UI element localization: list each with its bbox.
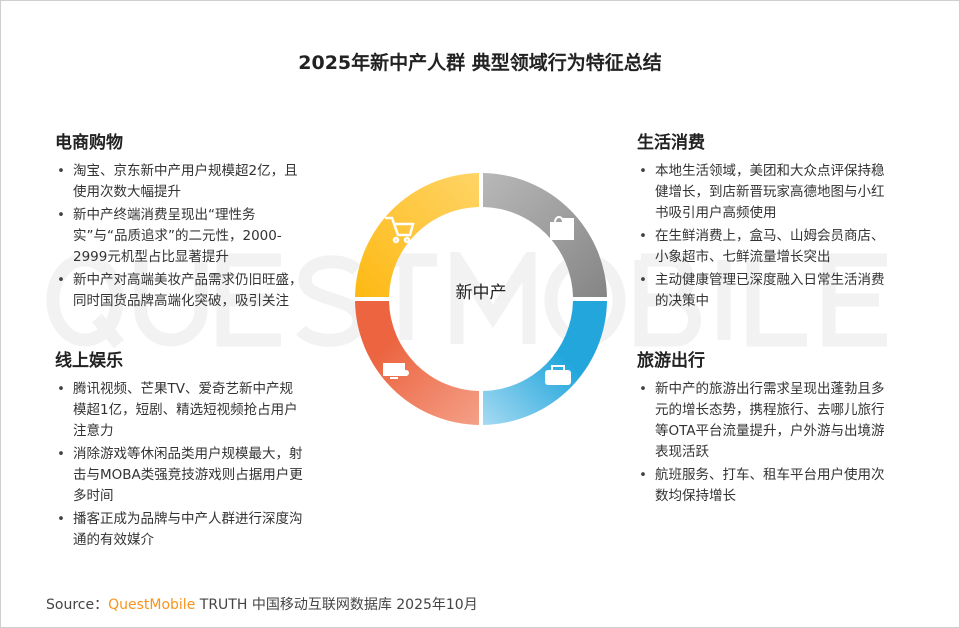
section-heading: 旅游出行 [637,351,705,371]
ring-segment-ecommerce [355,173,479,297]
page-title: 2025年新中产人群 典型领域行为特征总结 [298,52,662,74]
list-item: 航班服务、打车、租车平台用户使用次数均保持增长 [637,465,887,507]
list-item: 新中产对高端美妆产品需求仍旧旺盛，同时国货品牌高端化突破，吸引关注 [55,270,305,312]
list-item: 淘宝、京东新中产用户规模超2亿，且使用次数大幅提升 [55,161,305,203]
source-brand: QuestMobile [108,597,196,613]
section-travel: 旅游出行 新中产的旅游出行需求呈现出蓬勃且多元的增长态势，携程旅行、去哪儿旅行等… [637,346,887,509]
list-item: 新中产终端消费呈现出“理性务实”与“品质追求”的二元性，2000-2999元机型… [55,205,305,268]
list-item: 主动健康管理已深度融入日常生活消费的决策中 [637,270,887,312]
ring-segment-local-life [483,173,607,297]
source-note: Source：QuestMobile TRUTH 中国移动互联网数据库 2025… [46,594,478,614]
shopping-bags-icon [550,216,574,240]
section-heading: 生活消费 [637,133,705,153]
source-label: Source： [46,597,109,613]
ring-segment-entertainment [355,301,479,425]
category-ring [355,173,607,425]
suitcase-icon [545,365,571,385]
section-local-life: 生活消费 本地生活领域，美团和大众点评保持稳健增长，到店新晋玩家高德地图与小红书… [637,128,887,314]
list-item: 在生鲜消费上，盒马、山姆会员商店、小象超市、七鲜流量增长突出 [637,226,887,268]
list-item: 本地生活领域，美团和大众点评保持稳健增长，到店新晋玩家高德地图与小红书吸引用户高… [637,161,887,224]
monitor-gamepad-icon [383,363,409,379]
shopping-cart-icon [385,216,415,244]
source-text: TRUTH 中国移动互联网数据库 2025年10月 [195,597,478,613]
section-heading: 线上娱乐 [55,351,123,371]
list-item: 新中产的旅游出行需求呈现出蓬勃且多元的增长态势，携程旅行、去哪儿旅行等OTA平台… [637,379,887,463]
section-entertainment: 线上娱乐 腾讯视频、芒果TV、爱奇艺新中产规模超1亿，短剧、精选短视频抢占用户注… [55,346,305,553]
center-label: 新中产 [455,283,507,303]
list-item: 腾讯视频、芒果TV、爱奇艺新中产规模超1亿，短剧、精选短视频抢占用户注意力 [55,379,305,442]
section-heading: 电商购物 [55,133,123,153]
list-item: 消除游戏等休闲品类用户规模最大，射击与MOBA类强竞技游戏则占据用户更多时间 [55,444,305,507]
ring-segment-travel [483,301,607,425]
section-ecommerce: 电商购物 淘宝、京东新中产用户规模超2亿，且使用次数大幅提升 新中产终端消费呈现… [55,128,305,314]
list-item: 播客正成为品牌与中产人群进行深度沟通的有效媒介 [55,509,305,551]
